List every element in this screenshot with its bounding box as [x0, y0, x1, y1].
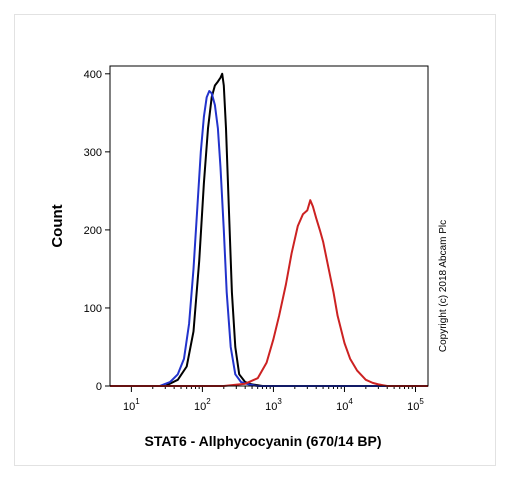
x-tick-label: 104	[336, 397, 353, 413]
series-layer	[110, 72, 428, 387]
series-line-1	[110, 72, 428, 387]
y-tick-label: 200	[84, 225, 102, 237]
y-tick-label: 300	[84, 147, 102, 159]
copyright-annotation: Copyright (c) 2018 Abcam Plc	[438, 220, 449, 352]
y-tick-label: 100	[84, 303, 102, 315]
plot-area-border	[109, 65, 429, 387]
series-line-2	[110, 90, 428, 387]
x-axis-title: STAT6 - Allphycocyanin (670/14 BP)	[144, 433, 381, 449]
series-line-3	[110, 199, 428, 387]
x-tick-label: 102	[194, 397, 211, 413]
y-tick-label: 0	[96, 381, 102, 393]
x-tick-label: 103	[265, 397, 282, 413]
y-tick-label: 400	[84, 69, 102, 81]
y-axis-ticks: 0 100 200 300 400	[84, 69, 110, 393]
x-tick-label: 101	[123, 397, 140, 413]
x-tick-label: 105	[407, 397, 424, 413]
x-axis-ticks: 101 102 103 104 105	[123, 386, 424, 413]
y-axis-title: Count	[49, 204, 66, 247]
